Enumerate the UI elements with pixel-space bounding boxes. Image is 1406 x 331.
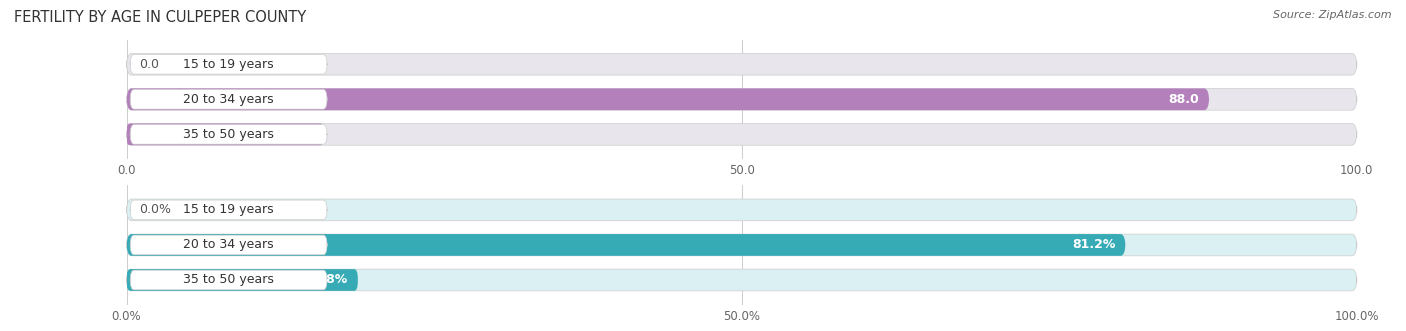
FancyBboxPatch shape	[127, 88, 1357, 110]
Text: 88.0: 88.0	[1168, 93, 1199, 106]
Text: 20 to 34 years: 20 to 34 years	[183, 93, 274, 106]
FancyBboxPatch shape	[131, 89, 328, 109]
Text: 15 to 19 years: 15 to 19 years	[183, 58, 274, 71]
Text: 0.0: 0.0	[139, 58, 159, 71]
FancyBboxPatch shape	[131, 270, 328, 290]
Text: 15 to 19 years: 15 to 19 years	[183, 203, 274, 216]
FancyBboxPatch shape	[127, 234, 1126, 256]
FancyBboxPatch shape	[127, 53, 1357, 75]
FancyBboxPatch shape	[127, 88, 1209, 110]
FancyBboxPatch shape	[127, 234, 1357, 256]
Text: 35 to 50 years: 35 to 50 years	[183, 273, 274, 287]
Text: 20 to 34 years: 20 to 34 years	[183, 238, 274, 252]
Text: 18.8%: 18.8%	[305, 273, 349, 287]
FancyBboxPatch shape	[127, 269, 1357, 291]
Text: 35 to 50 years: 35 to 50 years	[183, 128, 274, 141]
FancyBboxPatch shape	[131, 124, 328, 144]
Text: Source: ZipAtlas.com: Source: ZipAtlas.com	[1274, 10, 1392, 20]
Text: FERTILITY BY AGE IN CULPEPER COUNTY: FERTILITY BY AGE IN CULPEPER COUNTY	[14, 10, 307, 25]
FancyBboxPatch shape	[131, 235, 328, 255]
FancyBboxPatch shape	[127, 199, 1357, 221]
FancyBboxPatch shape	[127, 123, 323, 145]
FancyBboxPatch shape	[127, 123, 1357, 145]
FancyBboxPatch shape	[131, 200, 328, 220]
Text: 16.0: 16.0	[283, 128, 314, 141]
FancyBboxPatch shape	[131, 54, 328, 74]
Text: 81.2%: 81.2%	[1073, 238, 1116, 252]
Text: 0.0%: 0.0%	[139, 203, 172, 216]
FancyBboxPatch shape	[127, 269, 357, 291]
